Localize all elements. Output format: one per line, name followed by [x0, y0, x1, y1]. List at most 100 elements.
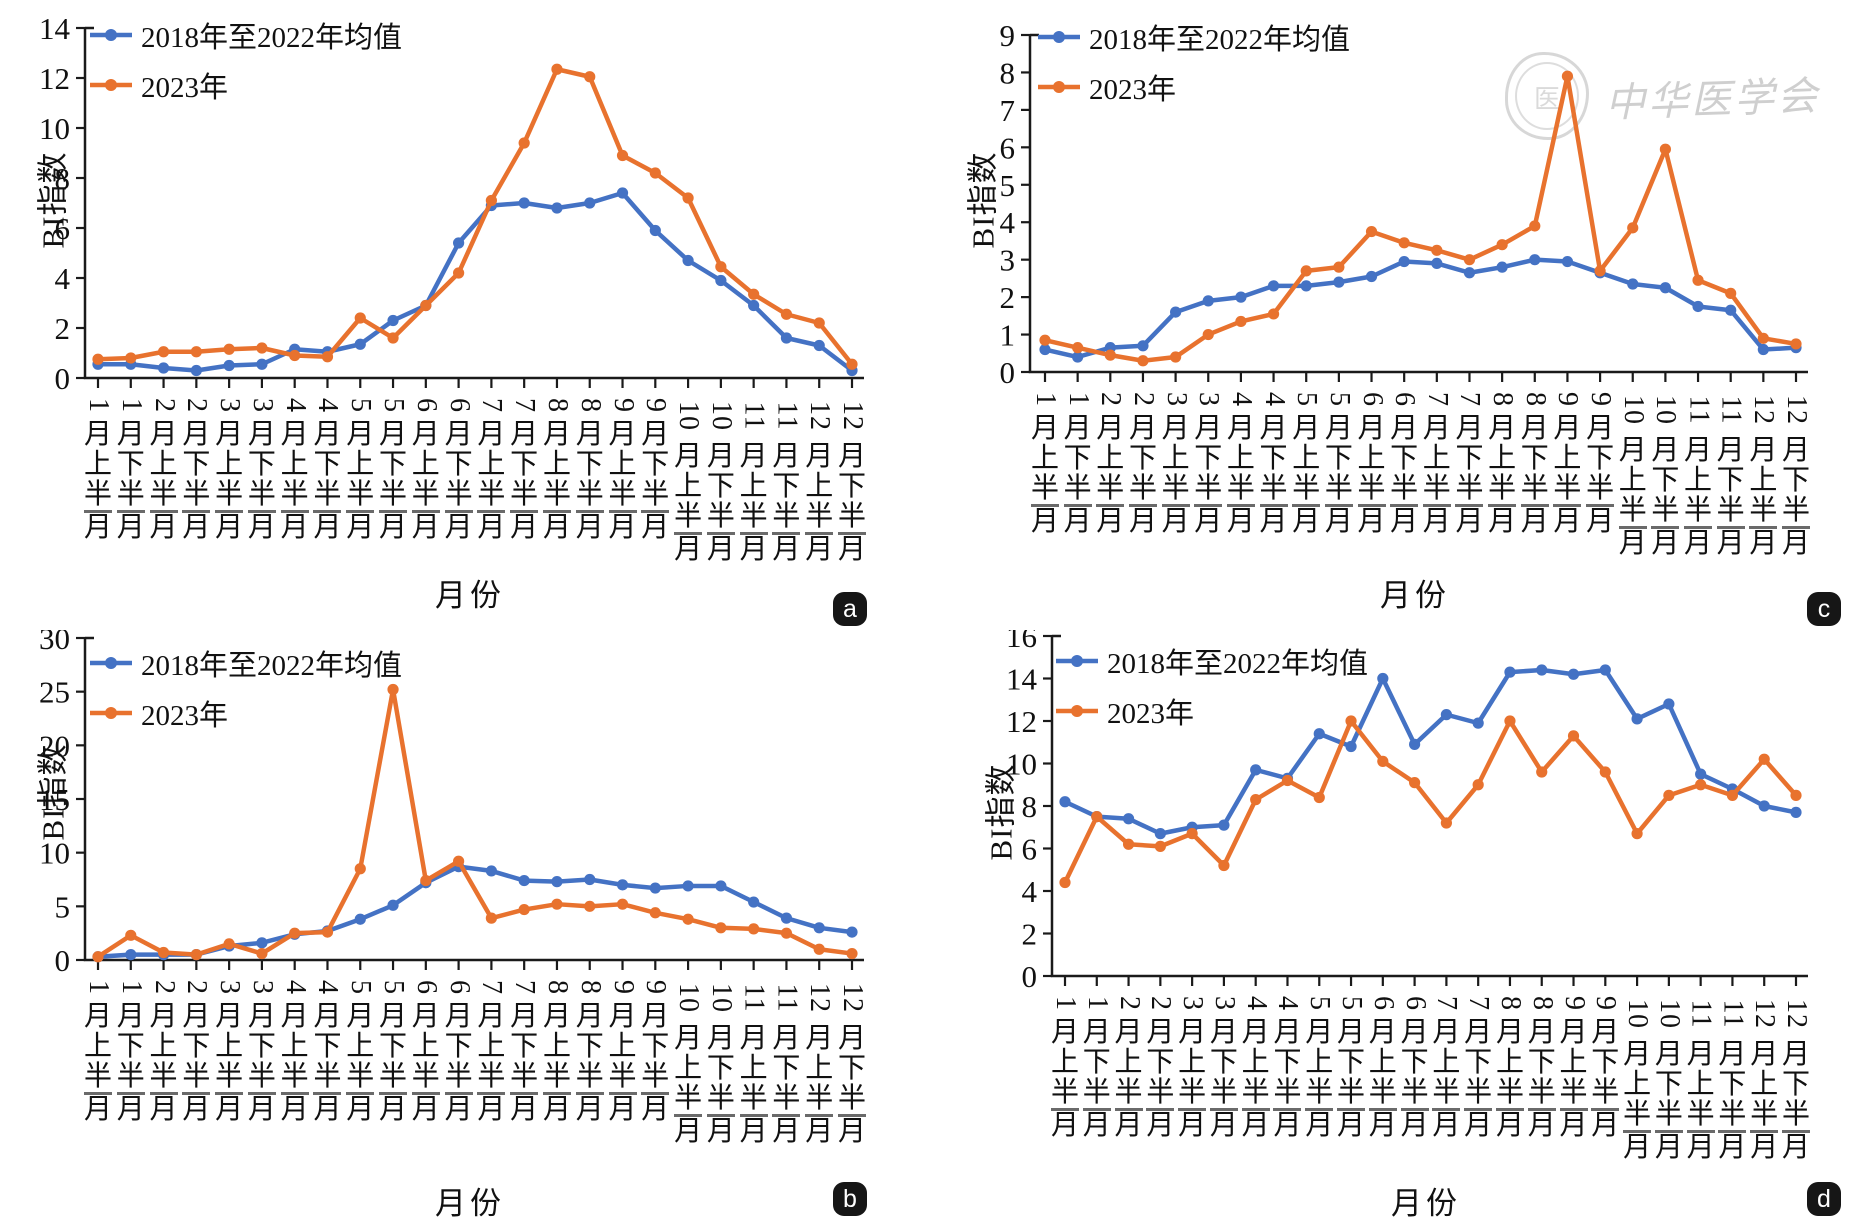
- data-point: [1398, 255, 1410, 268]
- svg-text:14: 14: [39, 11, 71, 46]
- x-tick-label: 11 月上半月: [1685, 999, 1717, 1163]
- data-point: [485, 865, 497, 877]
- data-point: [1496, 239, 1508, 251]
- legend-label-mean: 2018年至2022年均值: [1107, 648, 1369, 680]
- data-point: [1504, 715, 1516, 727]
- data-point: [584, 197, 596, 209]
- data-point: [780, 912, 793, 924]
- data-point: [748, 288, 760, 300]
- chart-plot-a: 0 2 4 6 8 10 12 14: [39, 11, 864, 396]
- legend-marker-mean-icon: [90, 29, 132, 41]
- data-point: [1594, 265, 1606, 277]
- legend-label-mean: 2018年至2022年均值: [141, 650, 403, 682]
- data-point: [1300, 280, 1312, 292]
- data-point: [1218, 859, 1230, 872]
- data-point: [715, 922, 727, 934]
- data-point: [387, 683, 399, 696]
- legend-item-2023: 2023年: [88, 692, 402, 734]
- data-point: [649, 882, 661, 894]
- chart-plot-d: 0 2 4 6 8 10 12 14 16: [1006, 630, 1808, 994]
- data-point: [1472, 717, 1484, 729]
- data-point: [1790, 806, 1802, 818]
- data-point: [289, 349, 301, 362]
- data-point: [584, 71, 596, 83]
- x-axis-title: 月份: [435, 578, 505, 613]
- data-point: [1281, 774, 1294, 787]
- legend-label-mean: 2018年至2022年均值: [141, 22, 403, 54]
- data-point: [649, 907, 661, 919]
- data-point: [223, 938, 235, 950]
- x-tick-label: 11 月上半月: [738, 401, 770, 565]
- legend-marker-mean-icon: [90, 657, 132, 669]
- svg-text:0: 0: [55, 943, 71, 978]
- data-point: [1039, 343, 1051, 356]
- legend-item-mean: 2018年至2022年均值: [88, 642, 402, 684]
- data-point: [649, 224, 661, 237]
- data-point: [420, 874, 432, 887]
- svg-text:6: 6: [55, 211, 71, 246]
- data-point: [846, 926, 858, 938]
- legend: 2018年至2022年均值 2023年: [88, 642, 402, 734]
- legend-item-mean: 2018年至2022年均值: [1054, 640, 1368, 682]
- data-point: [1313, 728, 1325, 740]
- data-point: [1472, 779, 1484, 791]
- data-point: [551, 876, 563, 888]
- series-2023-line: [92, 683, 858, 963]
- data-point: [223, 359, 235, 372]
- svg-text:16: 16: [1006, 630, 1037, 654]
- x-tick-label: 12 月下半月: [1781, 999, 1812, 1163]
- data-point: [780, 308, 793, 320]
- data-point: [190, 364, 202, 377]
- x-tick-label: 11 月上半月: [1683, 395, 1715, 559]
- data-point: [715, 261, 727, 273]
- svg-text:1: 1: [1000, 318, 1016, 353]
- svg-text:2: 2: [55, 311, 71, 346]
- data-point: [1726, 789, 1739, 801]
- data-point: [256, 937, 268, 949]
- data-point: [1235, 291, 1247, 303]
- svg-text:2: 2: [1022, 917, 1038, 952]
- data-point: [453, 855, 465, 867]
- x-tick-label: 11 月上半月: [738, 983, 770, 1147]
- x-axis-title: 月份: [435, 1186, 505, 1221]
- data-point: [1536, 766, 1548, 778]
- svg-text:4: 4: [1000, 205, 1016, 240]
- svg-text:0: 0: [1000, 355, 1016, 390]
- data-point: [1431, 257, 1443, 270]
- data-point: [223, 343, 235, 355]
- svg-text:5: 5: [55, 889, 71, 924]
- data-point: [1440, 817, 1452, 829]
- data-point: [387, 314, 399, 327]
- svg-text:10: 10: [39, 111, 70, 146]
- svg-text:20: 20: [39, 728, 70, 763]
- legend-item-mean: 2018年至2022年均值: [1036, 16, 1350, 58]
- x-tick-label: 11 月下半月: [771, 983, 803, 1147]
- svg-text:7: 7: [1000, 93, 1016, 128]
- legend-item-2023: 2023年: [88, 64, 402, 106]
- axes: 0 2 4 6 8 10 12 14: [39, 11, 864, 396]
- svg-text:8: 8: [1000, 55, 1016, 90]
- data-point: [1137, 340, 1149, 352]
- data-point: [813, 339, 825, 352]
- data-point: [1345, 715, 1357, 727]
